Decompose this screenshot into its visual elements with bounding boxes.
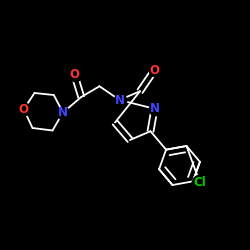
Text: N: N <box>150 102 160 115</box>
Text: N: N <box>114 94 124 106</box>
Text: O: O <box>19 103 29 116</box>
Text: O: O <box>150 64 160 76</box>
Text: O: O <box>70 68 80 82</box>
Text: Cl: Cl <box>194 176 206 190</box>
Text: N: N <box>58 106 68 119</box>
